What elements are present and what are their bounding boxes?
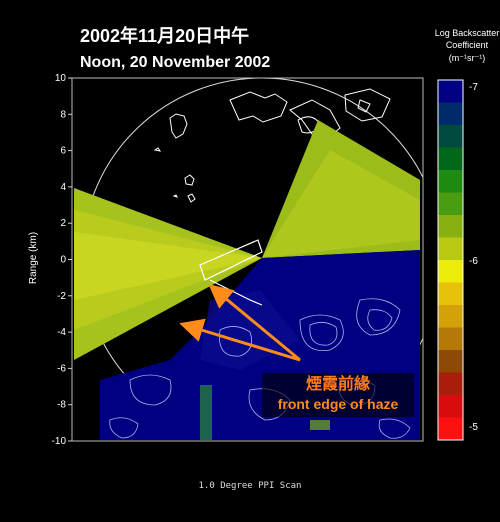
- y-tick-label: -10: [52, 436, 67, 447]
- colorbar-swatch: [438, 350, 463, 373]
- y-tick-label: -2: [57, 291, 66, 302]
- y-tick-label: 4: [60, 182, 66, 193]
- colorbar-swatch: [438, 373, 463, 396]
- y-tick-label: 2: [60, 218, 66, 229]
- title-english: Noon, 20 November 2002: [80, 54, 270, 71]
- y-tick-label: -4: [57, 327, 66, 338]
- colorbar: Log Backscatter Coefficient (m⁻¹sr⁻¹) -7…: [435, 28, 500, 441]
- colorbar-swatch: [438, 103, 463, 126]
- colorbar-swatch: [438, 193, 463, 216]
- title-chinese: 2002年11月20日中午: [80, 25, 249, 46]
- colorbar-swatch: [438, 260, 463, 283]
- colorbar-tick-min: -7: [469, 82, 478, 93]
- colorbar-tick-max: -5: [469, 422, 478, 433]
- colorbar-swatches: [438, 80, 463, 441]
- colorbar-title-line3: (m⁻¹sr⁻¹): [449, 53, 485, 63]
- colorbar-title-line2: Coefficient: [446, 40, 489, 50]
- colorbar-swatch: [438, 238, 463, 261]
- colorbar-swatch: [438, 418, 463, 441]
- annotation-label-english: front edge of haze: [278, 396, 399, 412]
- y-tick-label: 6: [60, 146, 66, 157]
- annotation-label-chinese: 煙霞前緣: [306, 374, 370, 393]
- y-tick-label: 8: [60, 109, 66, 120]
- colorbar-swatch: [438, 395, 463, 418]
- y-axis-label: Range (km): [28, 232, 39, 284]
- colorbar-swatch: [438, 328, 463, 351]
- y-tick-label: 10: [55, 73, 67, 84]
- colorbar-tick-mid: -6: [469, 256, 478, 267]
- y-tick-label: 0: [60, 255, 66, 266]
- colorbar-swatch: [438, 148, 463, 171]
- y-tick-label: -8: [57, 400, 66, 411]
- colorbar-swatch: [438, 283, 463, 306]
- colorbar-swatch: [438, 170, 463, 193]
- scan-label: 1.0 Degree PPI Scan: [199, 481, 302, 491]
- colorbar-swatch: [438, 125, 463, 148]
- colorbar-swatch: [438, 215, 463, 238]
- y-tick-label: -6: [57, 363, 66, 374]
- colorbar-swatch: [438, 80, 463, 103]
- y-axis: 10 8 6 4 2 0 -2 -4 -6 -8 -10: [52, 73, 72, 447]
- colorbar-title-line1: Log Backscatter: [435, 28, 500, 38]
- colorbar-swatch: [438, 305, 463, 328]
